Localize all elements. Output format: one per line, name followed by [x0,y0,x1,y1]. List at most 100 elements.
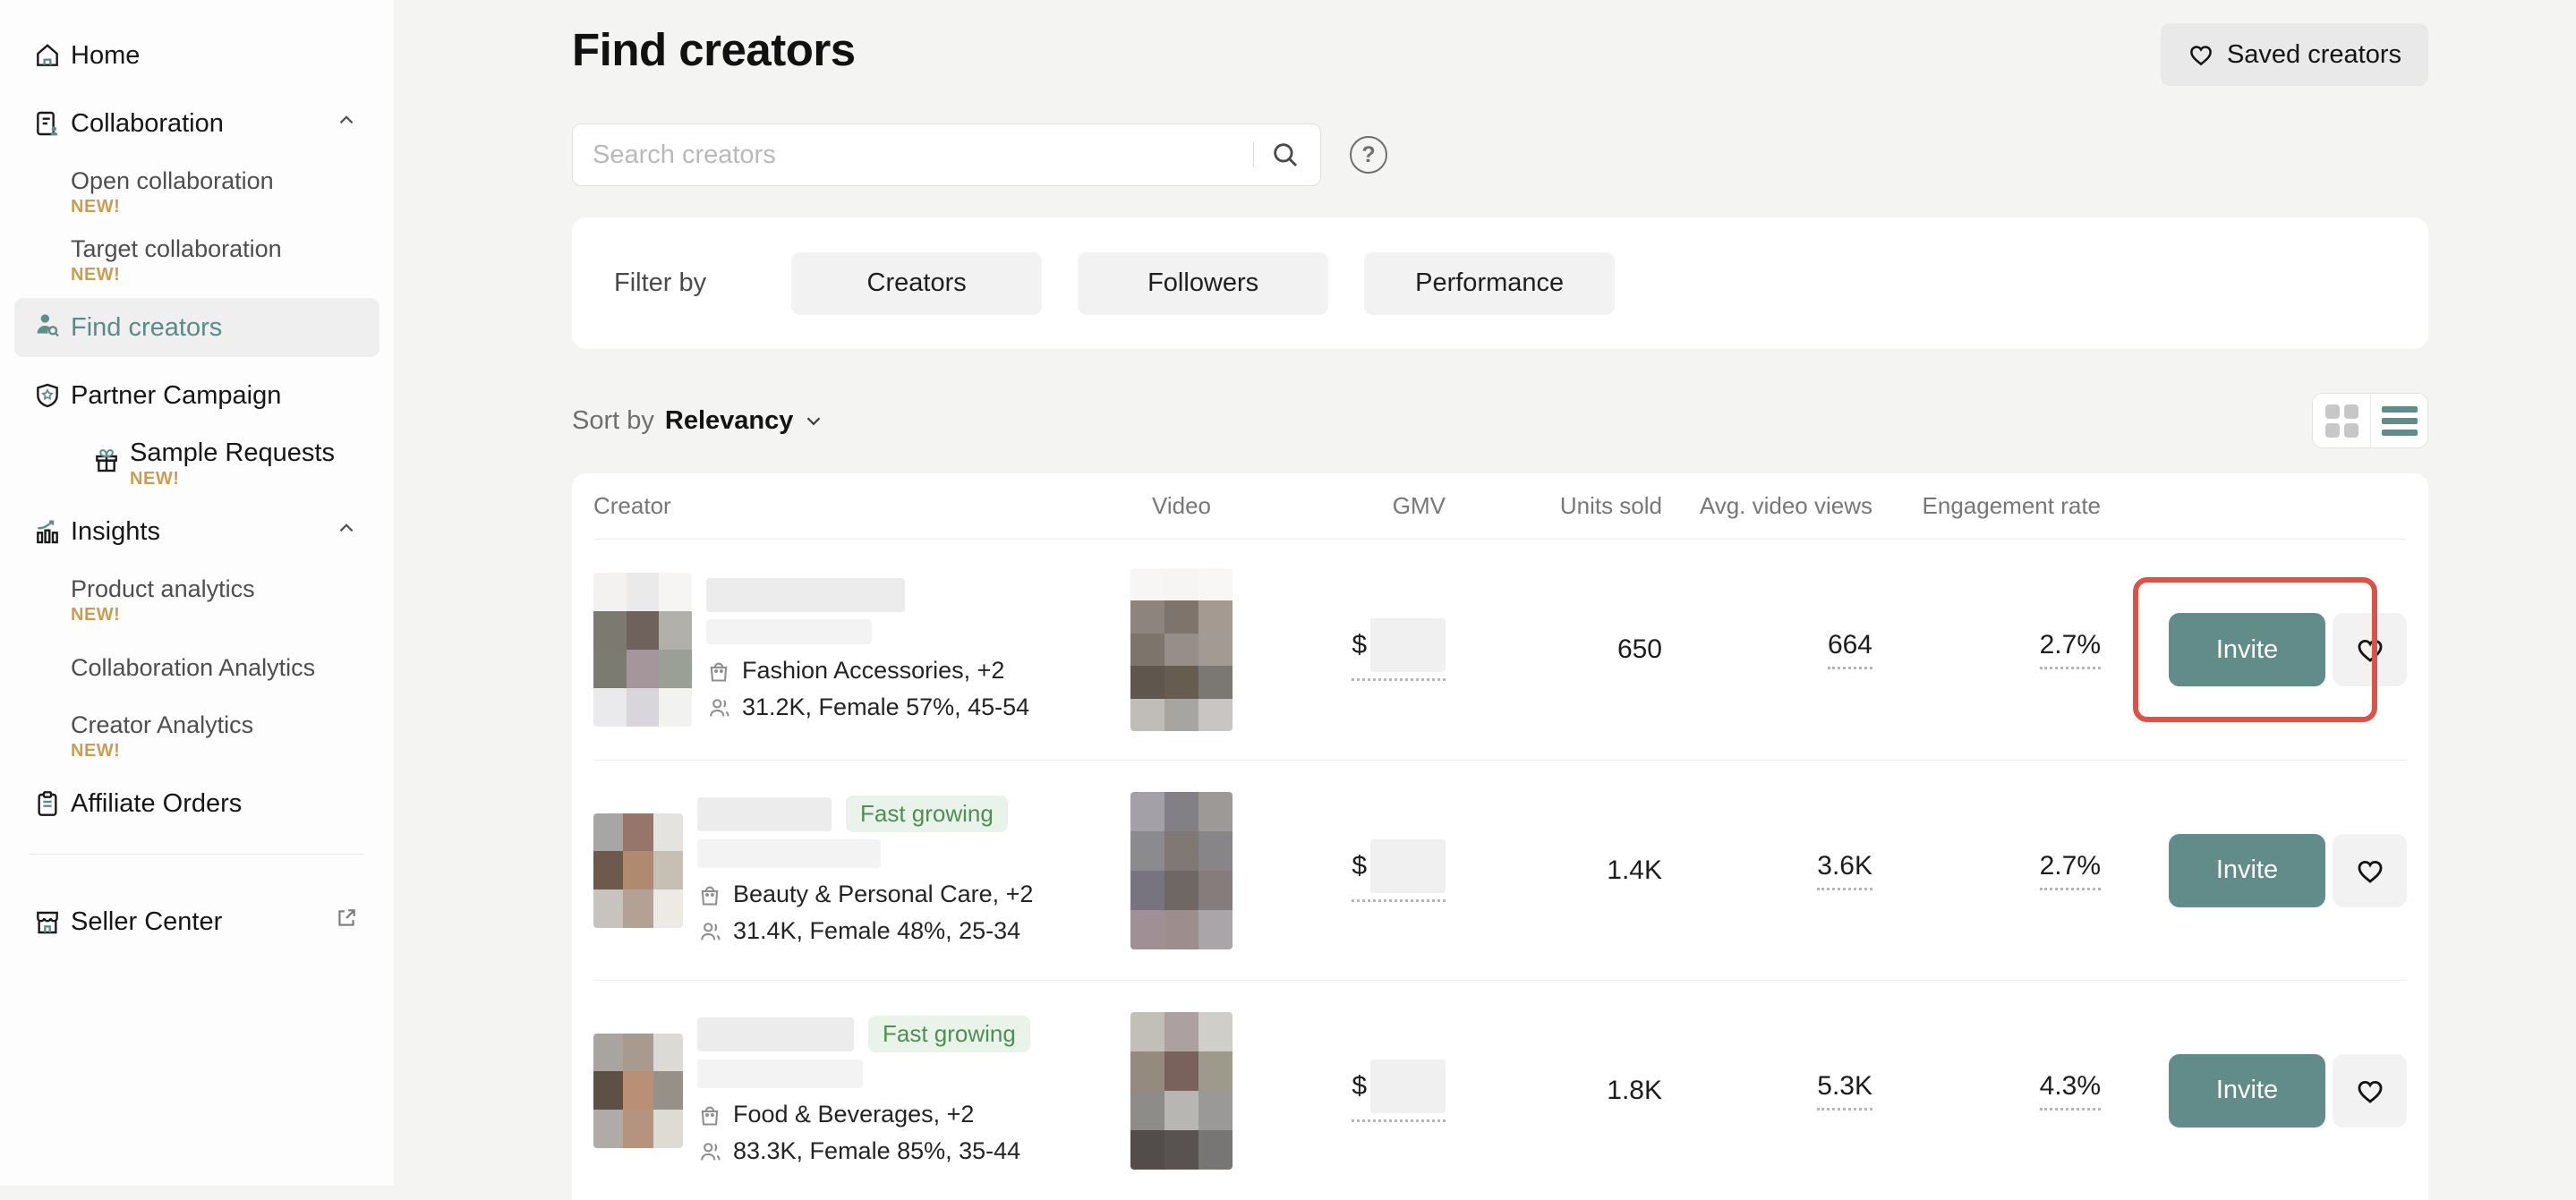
avg-video-views-value: 664 [1827,630,1872,669]
video-thumbnail[interactable] [1130,568,1233,731]
sidebar-item-partner-campaign[interactable]: Partner Campaign [0,362,394,430]
chevron-up-icon[interactable] [335,516,358,547]
sidebar-divider [30,854,364,855]
collaboration-icon [33,109,62,138]
table-header: Creator Video GMV Units sold Avg. video … [593,473,2407,540]
filter-by-label: Filter by [614,268,707,297]
chevron-up-icon[interactable] [335,108,358,139]
sidebar-item-collaboration[interactable]: Collaboration [0,89,394,157]
home-icon [33,41,62,70]
creator-handle-redacted [697,839,881,868]
sidebar-item-home[interactable]: Home [0,21,394,89]
insights-chart-icon [33,517,62,546]
creator-followers: 83.3K, Female 85%, 35-44 [733,1137,1021,1164]
list-view-button[interactable] [2370,394,2427,447]
sidebar-item-target-collaboration[interactable]: Target collaboration NEW! [0,226,394,294]
fast-growing-badge: Fast growing [846,796,1008,832]
creator-name-redacted[interactable] [697,796,832,831]
video-thumbnail[interactable] [1130,1011,1233,1170]
search-input[interactable] [593,140,1253,170]
engagement-rate-value: 2.7% [2039,851,2101,890]
filter-button-followers[interactable]: Followers [1078,251,1329,315]
sort-dropdown[interactable]: Relevancy [665,406,826,436]
column-header-engagement-rate: Engagement rate [1922,492,2101,519]
search-divider [1253,142,1254,167]
new-badge: NEW! [71,265,121,285]
category-bag-icon [697,882,722,907]
units-sold-value: 1.4K [1607,855,1662,885]
sort-value: Relevancy [664,405,794,435]
video-thumbnail[interactable] [1130,791,1233,949]
creator-categories: Food & Beverages, +2 [733,1101,975,1128]
creator-categories: Beauty & Personal Care, +2 [733,881,1034,907]
page-title: Find creators [572,24,856,75]
filter-button-performance[interactable]: Performance [1364,251,1616,315]
invite-button[interactable]: Invite [2169,613,2325,686]
creator-avatar[interactable] [593,1033,683,1148]
sidebar-item-product-analytics[interactable]: Product analytics NEW! [0,566,394,634]
creator-name-redacted[interactable] [697,1017,854,1051]
sidebar-item-label: Sample Requests [130,438,335,467]
sidebar-item-creator-analytics[interactable]: Creator Analytics NEW! [0,702,394,770]
category-bag-icon [697,1102,722,1128]
engagement-rate-value: 2.7% [2039,630,2101,669]
grid-view-button[interactable] [2313,394,2370,447]
sidebar-item-label: Insights [71,516,160,546]
sidebar-item-label: Collaboration [71,108,224,138]
sidebar-item-seller-center[interactable]: Seller Center [0,888,394,956]
gift-icon [92,446,121,481]
gmv-value: $ [1352,618,1446,681]
filter-card: Filter by Creators Followers Performance [572,217,2428,349]
filter-button-creators[interactable]: Creators [791,251,1043,315]
save-creator-heart-button[interactable] [2333,613,2407,686]
saved-creators-button[interactable]: Saved creators [2160,23,2428,86]
column-header-avg-video-views: Avg. video views [1699,492,1872,519]
table-row: Fast growing Beauty & Personal Care, +2 [593,760,2407,980]
gmv-redacted [1370,838,1446,893]
heart-icon [2358,860,2382,883]
engagement-rate-value: 4.3% [2039,1071,2101,1111]
gmv-redacted [1370,618,1446,672]
column-header-creator: Creator [593,492,671,519]
help-icon[interactable]: ? [1350,136,1387,174]
sidebar-item-collaboration-analytics[interactable]: Collaboration Analytics [0,634,394,702]
save-creator-heart-button[interactable] [2333,833,2407,907]
sidebar-item-label: Collaboration Analytics [71,654,316,681]
sidebar-item-sample-requests[interactable]: Sample Requests NEW! [0,430,394,498]
sidebar-item-label: Find creators [71,312,223,342]
table-row: Fast growing Food & Beverages, +2 [593,980,2407,1200]
view-toggle [2312,393,2428,448]
units-sold-value: 1.8K [1607,1075,1662,1105]
sidebar-item-label: Creator Analytics [71,711,254,738]
creator-avatar[interactable] [593,813,683,928]
invite-button[interactable]: Invite [2169,833,2325,907]
creator-avatar[interactable] [593,573,692,727]
creator-handle-redacted [706,619,872,644]
table-row: Fashion Accessories, +2 31.2K, Female 57… [593,540,2407,760]
heart-icon [2188,41,2214,68]
storefront-icon [33,907,62,936]
new-badge: NEW! [71,741,121,761]
gmv-redacted [1370,1059,1446,1113]
list-view-icon [2381,405,2418,436]
sidebar-item-open-collaboration[interactable]: Open collaboration NEW! [0,157,394,226]
column-header-gmv: GMV [1392,492,1446,519]
sidebar-item-label: Product analytics [71,575,255,602]
sidebar-item-insights[interactable]: Insights [0,498,394,566]
avg-video-views-value: 5.3K [1817,1071,1872,1111]
sidebar-item-find-creators[interactable]: Find creators [14,298,380,357]
followers-person-icon [697,919,722,944]
external-link-icon [335,906,358,937]
save-creator-heart-button[interactable] [2333,1053,2407,1128]
sidebar-item-label: Seller Center [71,906,223,936]
new-badge: NEW! [71,197,121,217]
heart-icon [2358,639,2382,662]
creator-name-redacted[interactable] [706,578,905,612]
creator-followers: 31.2K, Female 57%, 45-54 [742,694,1030,720]
invite-button[interactable]: Invite [2169,1053,2325,1128]
units-sold-value: 650 [1616,634,1662,664]
search-icon[interactable] [1270,140,1301,170]
grid-view-icon [2324,404,2358,438]
sidebar-item-affiliate-orders[interactable]: Affiliate Orders [0,770,394,838]
